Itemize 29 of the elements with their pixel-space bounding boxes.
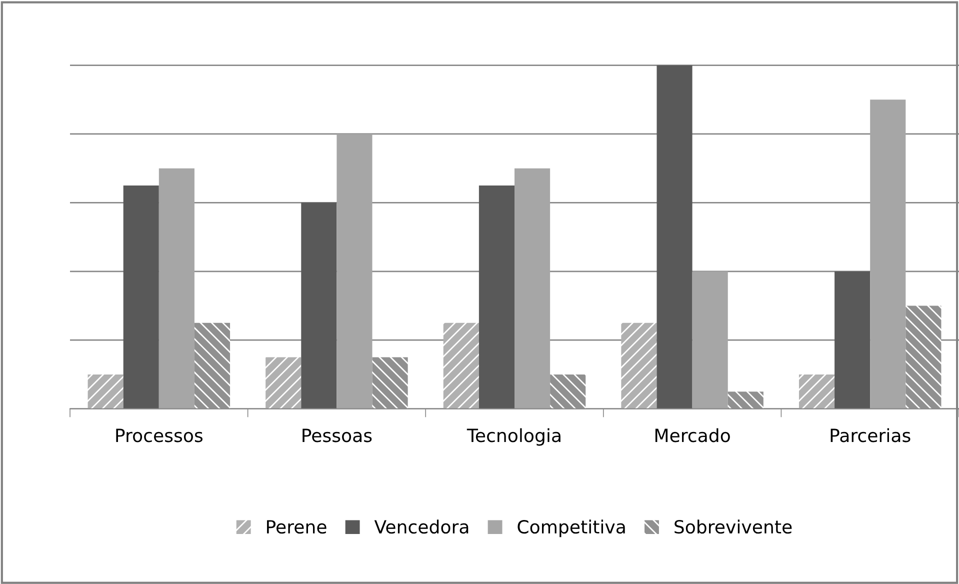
bar — [514, 168, 550, 409]
bar — [301, 202, 337, 409]
x-tick-label: Tecnologia — [466, 428, 560, 446]
bar — [656, 65, 692, 409]
x-tick-label: Mercado — [655, 428, 730, 442]
bar — [728, 392, 764, 409]
bar — [798, 374, 835, 409]
bar — [834, 271, 870, 409]
bar — [158, 168, 194, 409]
bar — [194, 322, 230, 409]
legend-label: Perene — [267, 520, 326, 534]
legend-label: Sobrevivente — [674, 520, 792, 534]
bar — [478, 186, 515, 409]
bar — [550, 374, 586, 409]
bar — [88, 374, 124, 409]
bar — [123, 186, 159, 409]
bar — [372, 357, 408, 409]
x-tick-label: Processos — [116, 428, 202, 442]
bar — [443, 322, 479, 409]
bar — [870, 100, 906, 409]
legend-label: Vencedora — [374, 520, 468, 534]
x-tick-label: Pessoas — [302, 428, 372, 442]
bar — [906, 306, 942, 409]
bar — [621, 322, 657, 409]
bar — [692, 271, 728, 409]
legend-label: Competitiva — [518, 520, 625, 538]
x-tick-label: Parcerias — [830, 428, 910, 442]
bar — [336, 134, 372, 409]
bar — [266, 357, 302, 409]
